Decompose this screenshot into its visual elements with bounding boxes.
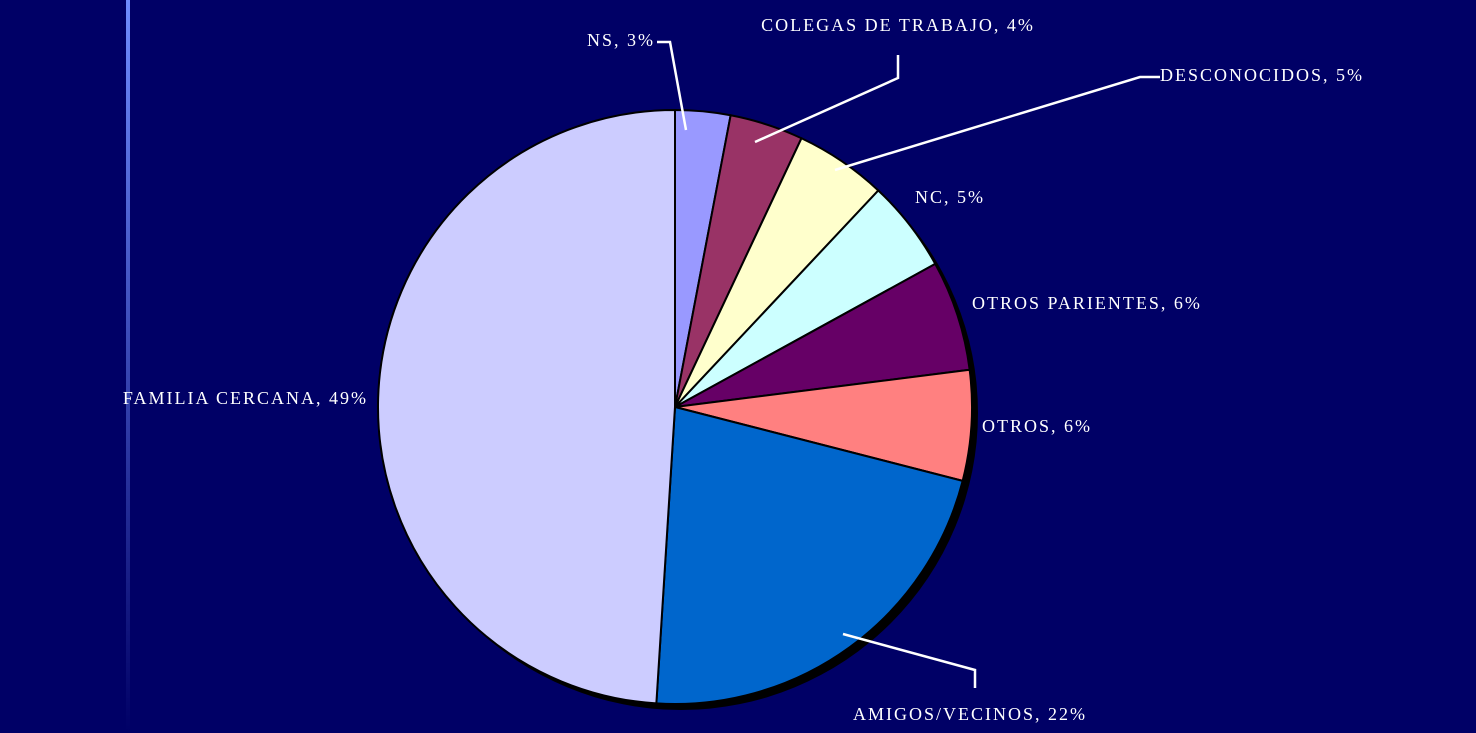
slice-label: OTROS PARIENTES, 6% (972, 293, 1202, 313)
slice-label: FAMILIA CERCANA, 49% (123, 388, 368, 408)
leader-line (834, 75, 1160, 172)
pie-slice (377, 108, 676, 705)
slice-label: DESCONOCIDOS, 5% (1160, 65, 1364, 85)
slice-label: NS, 3% (587, 30, 655, 50)
pie-slice (655, 405, 964, 705)
slice-label: COLEGAS DE TRABAJO, 4% (761, 15, 1035, 35)
pie (377, 108, 973, 705)
slide-accent (126, 0, 130, 733)
slice-label: NC, 5% (915, 187, 985, 207)
leader-line (842, 632, 977, 688)
slice-label: AMIGOS/VECINOS, 22% (853, 704, 1087, 724)
leader-line (754, 55, 900, 144)
slice-label: OTROS, 6% (982, 416, 1092, 436)
leader-line (657, 40, 688, 131)
